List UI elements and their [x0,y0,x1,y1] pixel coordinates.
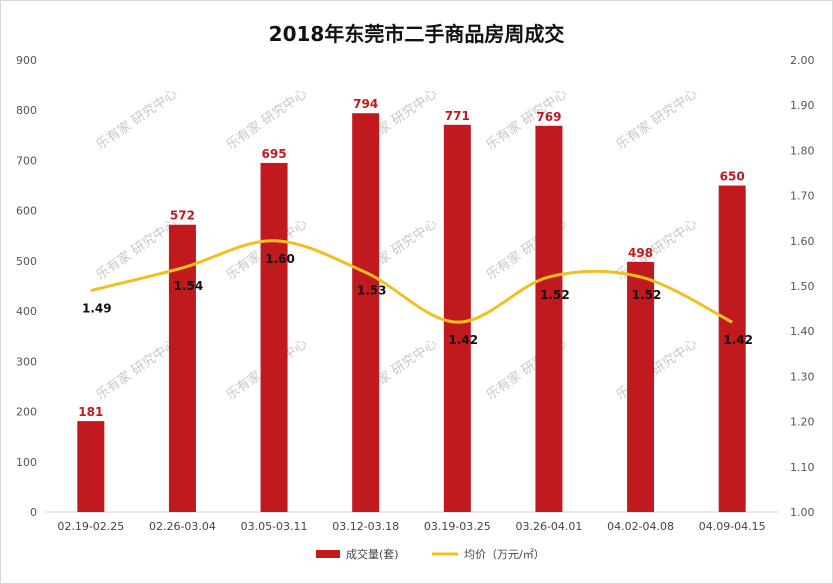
bar [627,261,655,512]
x-tick-label: 03.26-04.01 [515,520,582,533]
y-tick-label: 200 [16,406,37,419]
y-tick-label: 0 [30,506,37,519]
legend-label-line: 均价（万元/㎡） [464,548,545,561]
y-tick-label: 700 [16,154,37,167]
legend-swatch-bar [316,550,340,558]
y2-tick-label: 1.40 [790,325,815,338]
x-tick-label: 03.19-03.25 [424,520,491,533]
bar-value-label: 181 [78,405,103,419]
x-tick-label: 02.19-02.25 [57,520,124,533]
bar [718,185,746,513]
y-tick-label: 300 [16,355,37,368]
y-tick-label: 600 [16,205,37,218]
watermark-text: 乐有家 研究中心 [93,336,180,404]
bar-value-label: 498 [628,246,653,260]
y2-tick-label: 1.60 [790,235,815,248]
y2-tick-label: 1.80 [790,144,815,157]
chart-title: 2018年东莞市二手商品房周成交 [268,22,565,46]
watermark-text: 乐有家 研究中心 [613,336,700,404]
bar [77,421,105,512]
line-value-label: 1.42 [449,333,479,347]
x-tick-label: 02.26-03.04 [149,520,216,533]
line-value-label: 1.42 [723,333,753,347]
line-value-label: 1.53 [357,283,387,297]
x-tick-label: 03.05-03.11 [241,520,308,533]
y2-tick-label: 1.90 [790,99,815,112]
legend-label-bar: 成交量(套) [346,547,399,561]
bar-value-label: 695 [262,147,287,161]
bar-value-label: 794 [353,97,378,111]
bar [443,124,471,512]
y2-tick-label: 2.00 [790,54,815,67]
bar [260,162,288,512]
y2-tick-label: 1.50 [790,280,815,293]
y2-tick-label: 1.00 [790,506,815,519]
y-tick-label: 100 [16,456,37,469]
x-tick-label: 04.02-04.08 [607,520,674,533]
y-tick-label: 900 [16,54,37,67]
line-value-label: 1.60 [265,252,295,266]
y2-tick-label: 1.70 [790,190,815,203]
bar [352,113,380,512]
bar-value-label: 572 [170,209,195,223]
watermark-text: 乐有家 研究中心 [93,86,180,154]
bar-value-label: 771 [445,109,470,123]
bar [535,125,563,513]
y2-tick-label: 1.20 [790,416,815,429]
bar-value-label: 650 [720,170,745,184]
watermark-text: 乐有家 研究中心 [613,86,700,154]
line-value-label: 1.49 [82,302,112,316]
line-value-label: 1.54 [174,279,204,293]
bar [168,224,196,512]
y-tick-label: 400 [16,305,37,318]
line-value-label: 1.52 [632,288,662,302]
y-tick-label: 800 [16,104,37,117]
y2-tick-label: 1.30 [790,370,815,383]
line-value-label: 1.52 [540,288,570,302]
bar-value-label: 769 [536,110,561,124]
price-line [90,239,733,324]
watermark-text: 乐有家 研究中心 [223,86,310,154]
x-tick-label: 03.12-03.18 [332,520,399,533]
y2-tick-label: 1.10 [790,461,815,474]
y-tick-label: 500 [16,255,37,268]
x-tick-label: 04.09-04.15 [699,520,766,533]
